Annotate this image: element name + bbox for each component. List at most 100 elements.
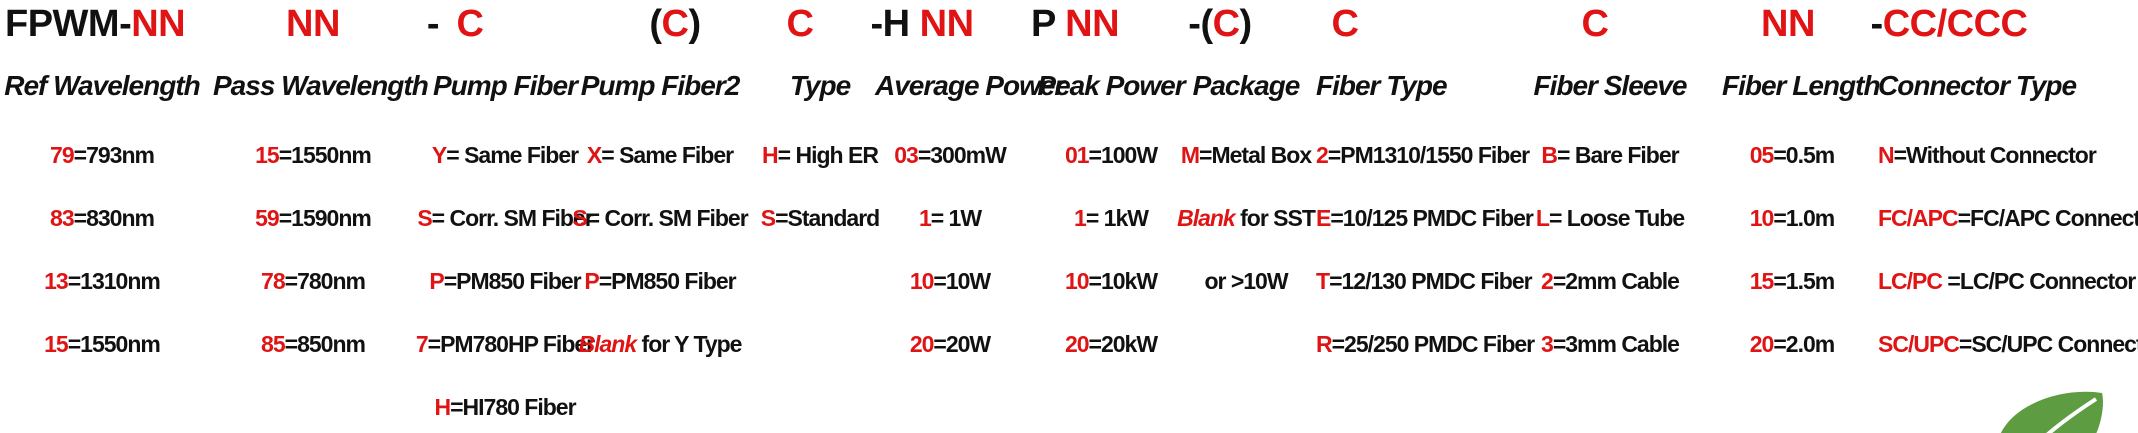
code-description: =Metal Box: [1199, 142, 1312, 168]
code-segment-fiber-length: NN: [1761, 0, 1815, 48]
column-average-power: Average Power 03=300mW 1= 1W 10=10W 20=20W: [875, 60, 1065, 376]
column-pump-fiber2: Pump Fiber2 X= Same Fiber S= Corr. SM Fibe…: [572, 60, 748, 376]
code-value: C: [1331, 3, 1359, 45]
code-segment-average-power: -H NN: [870, 0, 974, 48]
code-description: =12/130 PMDC Fiber: [1329, 268, 1533, 294]
code-value: C: [456, 3, 484, 45]
legend-entry-pump-fiber2-row4: Blank for Y Type: [572, 313, 748, 376]
legend-entry-connector-type-row4: SC/UPC=SC/UPC Connector: [1878, 313, 2138, 376]
code-description: =20W: [933, 331, 991, 357]
legend-entry-ref-wavelength-row1: 79=793nm: [2, 124, 202, 187]
legend-entry-fiber-length-row3: 15=1.5m: [1722, 250, 1862, 313]
legend-entry-package-row1: M=Metal Box: [1170, 124, 1322, 187]
code-value: 10: [1064, 268, 1090, 294]
code-description: or >10W: [1204, 268, 1288, 294]
code-description: =PM780HP Fiber: [427, 331, 595, 357]
column-type: Type H= High ER S=Standard: [745, 60, 895, 250]
legend-entry-ref-wavelength-row4: 15=1550nm: [2, 313, 202, 376]
code-value: 10: [1749, 205, 1775, 231]
code-value: R: [1316, 331, 1333, 357]
code-description: -: [426, 3, 440, 45]
column-label-average-power: Average Power: [875, 70, 1065, 101]
code-description: =850nm: [284, 331, 366, 357]
column-label-ref-wavelength: Ref Wavelength: [4, 70, 201, 101]
code-value: NN: [919, 3, 974, 45]
legend-entry-connector-type-row3: LC/PC =LC/PC Connector: [1878, 250, 2138, 313]
code-description: =20kW: [1088, 331, 1159, 357]
code-value: 05: [1749, 142, 1775, 168]
legend-entry-pump-fiber2-row2: S= Corr. SM Fiber: [572, 187, 748, 250]
column-label-fiber-length: Fiber Length: [1722, 70, 1881, 101]
legend-entry-average-power-row1: 03=300mW: [875, 124, 1025, 187]
column-label-pump-fiber2: Pump Fiber2: [580, 70, 741, 101]
legend-entry-fiber-sleeve-row3: 2=2mm Cable: [1532, 250, 1688, 313]
code-value: 1: [1074, 205, 1087, 231]
code-description: =3mm Cable: [1552, 331, 1680, 357]
legend-entry-fiber-type-row2: E=10/125 PMDC Fiber: [1316, 187, 1536, 250]
code-description: -: [1870, 3, 1884, 45]
column-label-pump-fiber: Pump Fiber: [432, 70, 578, 101]
legend-entry-average-power-row2: 1= 1W: [875, 187, 1025, 250]
code-value: C: [1212, 3, 1240, 45]
code-description: = Corr. SM Fiber: [431, 205, 594, 231]
code-value: C: [786, 3, 814, 45]
legend-entry-package-row2: Blank for SST: [1170, 187, 1322, 250]
code-description: =1310nm: [67, 268, 161, 294]
column-fiber-length: Fiber Length 05=0.5m 10=1.0m 15=1.5m 20=2.0m: [1722, 60, 1881, 376]
code-value: P: [584, 268, 599, 294]
legend-entry-average-power-row4: 20=20W: [875, 313, 1025, 376]
code-description: =0.5m: [1773, 142, 1835, 168]
code-value: 83: [50, 205, 75, 231]
code-description: =793nm: [73, 142, 155, 168]
code-value: 10: [909, 268, 935, 294]
code-value: X: [586, 142, 602, 168]
code-description: =10W: [933, 268, 991, 294]
code-value: LC/PC: [1878, 268, 1943, 294]
column-package: Package M=Metal Box Blank for SST or >10W: [1170, 60, 1322, 313]
legend-entry-pump-fiber2-row1: X= Same Fiber: [572, 124, 748, 187]
code-value: C: [1581, 3, 1609, 45]
code-value: NN: [1065, 3, 1120, 45]
code-description: = 1W: [930, 205, 982, 231]
code-description: = 1kW: [1085, 205, 1149, 231]
code-value: H: [434, 394, 451, 420]
code-description: =Standard: [775, 205, 880, 231]
legend-entry-ref-wavelength-row2: 83=830nm: [2, 187, 202, 250]
legend-entry-pump-fiber-row2: S= Corr. SM Fiber: [405, 187, 605, 250]
code-description: = Same Fiber: [446, 142, 579, 168]
code-value: L: [1535, 205, 1550, 231]
code-value: SC/UPC: [1878, 331, 1960, 357]
code-value: Blank: [1177, 205, 1236, 231]
code-description: ): [1239, 3, 1253, 45]
legend-entry-pump-fiber-row3: P=PM850 Fiber: [405, 250, 605, 313]
code-value: NN: [131, 3, 186, 45]
code-value: Y: [431, 142, 447, 168]
legend-entry-average-power-row3: 10=10W: [875, 250, 1025, 313]
code-value: C: [661, 3, 689, 45]
code-value: 20: [909, 331, 935, 357]
column-ref-wavelength: Ref Wavelength 79=793nm 83=830nm 13=1310nm 1…: [2, 60, 202, 376]
legend-entry-peak-power-row4: 20=20kW: [1032, 313, 1190, 376]
legend-entry-fiber-length-row2: 10=1.0m: [1722, 187, 1862, 250]
code-description: =PM1310/1550 Fiber: [1327, 142, 1530, 168]
column-label-connector-type: Connector Type: [1878, 70, 2077, 101]
legend-entry-pump-fiber-row1: Y= Same Fiber: [405, 124, 605, 187]
legend-entry-connector-type-row1: N=Without Connector: [1878, 124, 2138, 187]
code-description: =PM850 Fiber: [443, 268, 582, 294]
code-segment-dash: -: [426, 0, 440, 48]
code-value: 03: [894, 142, 919, 168]
code-value: 20: [1064, 331, 1090, 357]
code-value: CC/CCC: [1882, 3, 2028, 45]
code-value: S: [417, 205, 432, 231]
column-peak-power: Peak Power 01=100W 1= 1kW 10=10kW 20=20kW: [1032, 60, 1190, 376]
code-description: =FC/APC Connector: [1957, 205, 2138, 231]
code-segment-fiber-sleeve: C: [1582, 0, 1609, 48]
legend-entry-package-row3: or >10W: [1170, 250, 1322, 313]
legend-entry-pump-fiber-row5: H=HI780 Fiber: [405, 376, 605, 433]
code-value: N: [1878, 142, 1895, 168]
code-description: =10kW: [1088, 268, 1159, 294]
code-segment-package: -(C): [1188, 0, 1253, 48]
legend-entry-fiber-length-row4: 20=2.0m: [1722, 313, 1862, 376]
code-segment-pass-wavelength: NN: [286, 0, 340, 48]
